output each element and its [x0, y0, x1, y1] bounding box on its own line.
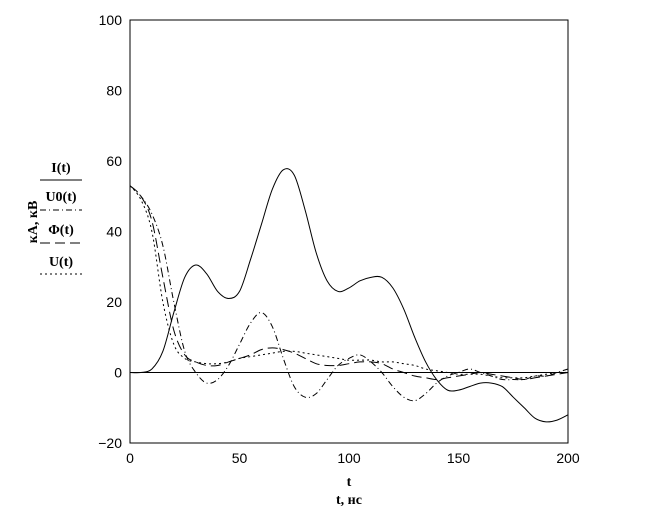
legend-label-phi: Φ(t): [48, 223, 74, 238]
y-tick-label: 20: [106, 294, 122, 310]
y-tick-label: 40: [106, 224, 122, 240]
legend-label-u0: U0(t): [45, 190, 76, 205]
legend-label-i: I(t): [51, 161, 71, 176]
legend: I(t) U0(t) Φ(t) U(t): [40, 161, 82, 275]
series-line-i: [129, 168, 569, 423]
y-tick-label: 100: [99, 12, 123, 28]
y-tick-label: 60: [106, 153, 122, 169]
x-tick-label: 200: [556, 450, 580, 466]
x-axis-title: t: [347, 475, 352, 490]
y-tick-label: 0: [114, 365, 122, 381]
y-tick-label: −20: [98, 435, 122, 451]
legend-label-u: U(t): [49, 255, 73, 270]
y-axis-title: кА, кВ: [26, 201, 41, 244]
y-tick-label: 80: [106, 83, 122, 99]
x-axis-subtitle: t, нс: [336, 493, 362, 508]
series-line-u0: [129, 185, 569, 402]
x-tick-label: 0: [126, 450, 134, 466]
series-group: [129, 168, 569, 423]
series-line-phi: [129, 185, 569, 381]
series-line-u: [129, 185, 569, 379]
x-tick-label: 50: [232, 450, 248, 466]
plot-frame: [129, 19, 569, 444]
x-tick-label: 100: [337, 450, 361, 466]
x-tick-label: 150: [447, 450, 471, 466]
